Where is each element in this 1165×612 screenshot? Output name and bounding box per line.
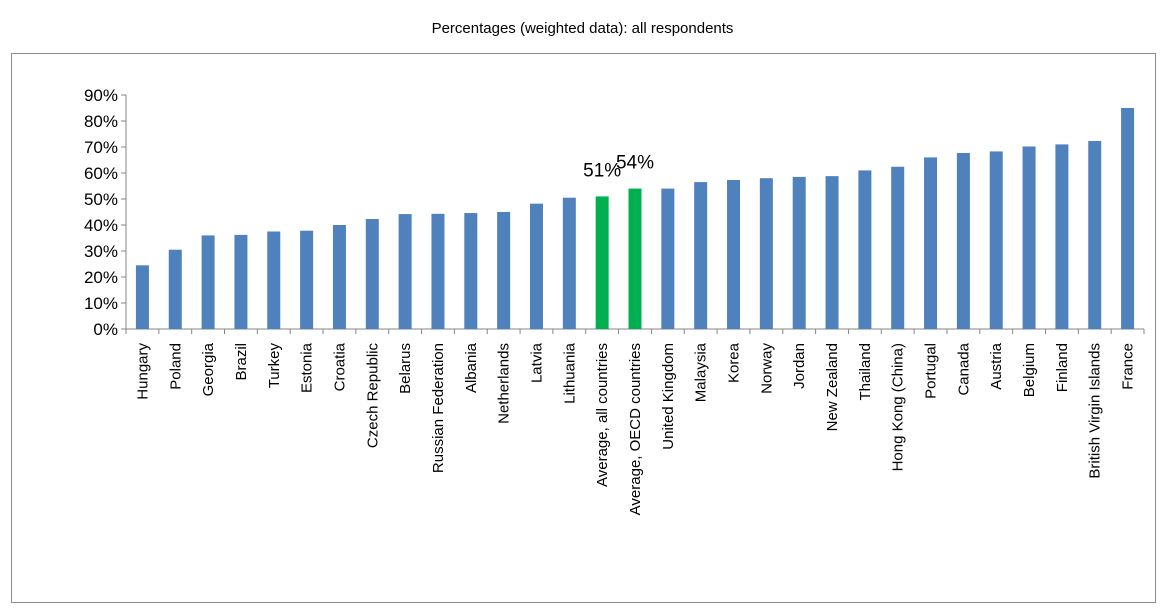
y-tick-label: 70% (84, 138, 118, 157)
bar (792, 176, 806, 329)
x-tick-label: Austria (988, 342, 1005, 389)
bar (891, 166, 905, 329)
bar (1088, 141, 1102, 329)
y-tick-label: 80% (84, 112, 118, 131)
bar (135, 265, 149, 329)
bar (956, 152, 970, 329)
y-tick-label: 50% (84, 190, 118, 209)
bar (858, 170, 872, 329)
x-tick-label: Average, all countries (594, 343, 611, 487)
bar (628, 188, 642, 329)
bar (759, 178, 773, 329)
bar (924, 157, 938, 329)
bar (661, 188, 675, 329)
x-tick-label: Estonia (299, 342, 316, 393)
x-tick-label: Hungary (134, 343, 151, 400)
y-tick-label: 20% (84, 268, 118, 287)
x-tick-label: Poland (167, 343, 184, 390)
x-tick-label: Malaysia (693, 342, 710, 402)
x-tick-label: Brazil (233, 343, 250, 381)
x-tick-label: Albania (463, 342, 480, 393)
x-tick-label: Jordan (791, 343, 808, 389)
x-tick-label: New Zealand (824, 343, 841, 431)
x-tick-label: Portugal (923, 343, 940, 399)
bar (1121, 108, 1135, 329)
x-tick-label: Korea (726, 342, 743, 383)
x-tick-label: British Virgin Islands (1087, 343, 1104, 479)
bar (595, 196, 609, 329)
x-tick-label: Canada (955, 342, 972, 395)
x-tick-label: Finland (1054, 343, 1071, 392)
data-label: 54% (616, 153, 654, 174)
bar (398, 214, 412, 329)
bar (1055, 144, 1069, 329)
y-tick-label: 60% (84, 164, 118, 183)
chart-frame (11, 53, 1156, 603)
x-tick-label: Croatia (331, 342, 348, 391)
x-tick-label: Belarus (397, 343, 414, 394)
x-tick-label: Georgia (200, 342, 217, 396)
x-tick-label: Lithuania (561, 342, 578, 404)
bar (431, 213, 445, 329)
y-tick-label: 0% (93, 320, 118, 339)
bar (365, 219, 379, 329)
bar (562, 197, 576, 329)
bar (497, 212, 511, 329)
x-tick-label: Norway (758, 343, 775, 394)
bar (1022, 146, 1036, 329)
chart-title: Percentages (weighted data): all respond… (431, 20, 734, 37)
y-tick-label: 30% (84, 242, 118, 261)
x-tick-label: Average, OECD countries (627, 343, 644, 515)
x-tick-label: France (1120, 343, 1137, 390)
x-tick-label: Latvia (528, 342, 545, 383)
x-tick-label: Belgium (1021, 343, 1038, 397)
bar (694, 182, 708, 329)
bar (332, 225, 346, 329)
bar (201, 235, 215, 329)
bar (825, 176, 839, 329)
x-tick-label: United Kingdom (660, 343, 677, 450)
x-tick-label: Thailand (857, 343, 874, 401)
x-tick-label: Netherlands (496, 343, 513, 424)
bar (529, 203, 543, 329)
x-tick-label: Russian Federation (430, 343, 447, 473)
bar (989, 151, 1003, 329)
y-tick-label: 40% (84, 216, 118, 235)
bar (464, 213, 478, 329)
y-tick-label: 10% (84, 294, 118, 313)
bar (300, 230, 314, 329)
bar (267, 231, 281, 329)
x-tick-label: Turkey (266, 343, 283, 389)
bar (168, 249, 182, 329)
bar (234, 234, 248, 329)
y-tick-label: 90% (84, 86, 118, 105)
x-tick-label: Hong Kong (China) (890, 343, 907, 471)
data-label: 51% (583, 160, 621, 181)
x-tick-label: Czech Republic (364, 343, 381, 449)
bar (727, 180, 741, 329)
